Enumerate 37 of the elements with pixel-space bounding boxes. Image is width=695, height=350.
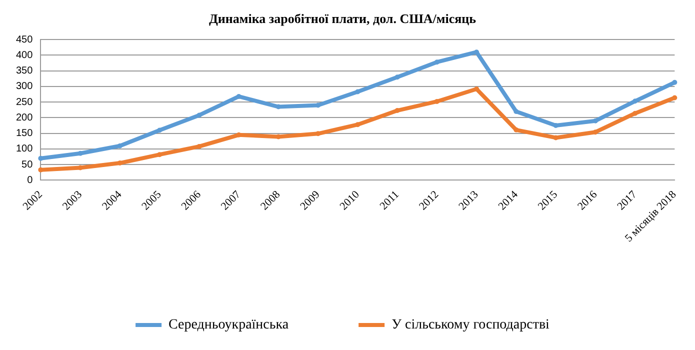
point: [157, 128, 162, 133]
y-tick-label: 300: [16, 81, 34, 92]
point: [394, 74, 400, 80]
point: [672, 95, 678, 100]
y-tick-label: 0: [27, 174, 34, 186]
y-tick-label: 150: [16, 128, 34, 140]
point: [117, 143, 122, 148]
point: [355, 89, 360, 94]
point: [236, 94, 242, 99]
y-tick-label: 450: [16, 34, 34, 46]
y-tick-label: 50: [22, 159, 34, 170]
chart-title: Динаміка заробітної плати, дол. США/місяць: [208, 11, 476, 26]
y-tick-label: 350: [16, 66, 34, 77]
point: [514, 127, 519, 132]
point: [394, 108, 400, 114]
legend-label: Середньоукраїнська: [168, 318, 290, 333]
point: [553, 123, 558, 128]
point: [316, 102, 321, 108]
point: [434, 60, 440, 65]
y-tick-label: 100: [16, 144, 34, 155]
point: [632, 110, 638, 116]
y-tick-label: 250: [16, 96, 34, 108]
point: [355, 122, 360, 128]
point: [434, 98, 440, 104]
point: [474, 86, 480, 92]
point: [514, 108, 519, 114]
x-tick-label: 2011: [378, 188, 402, 212]
legend-label: У сільському господарстві: [392, 318, 550, 333]
point: [196, 144, 202, 149]
y-tick-label: 400: [16, 50, 34, 61]
point: [592, 118, 598, 124]
point: [196, 112, 202, 118]
point: [474, 50, 480, 55]
point: [78, 150, 83, 156]
point: [672, 80, 678, 85]
point: [632, 98, 638, 104]
y-tick-label: 200: [16, 112, 34, 124]
